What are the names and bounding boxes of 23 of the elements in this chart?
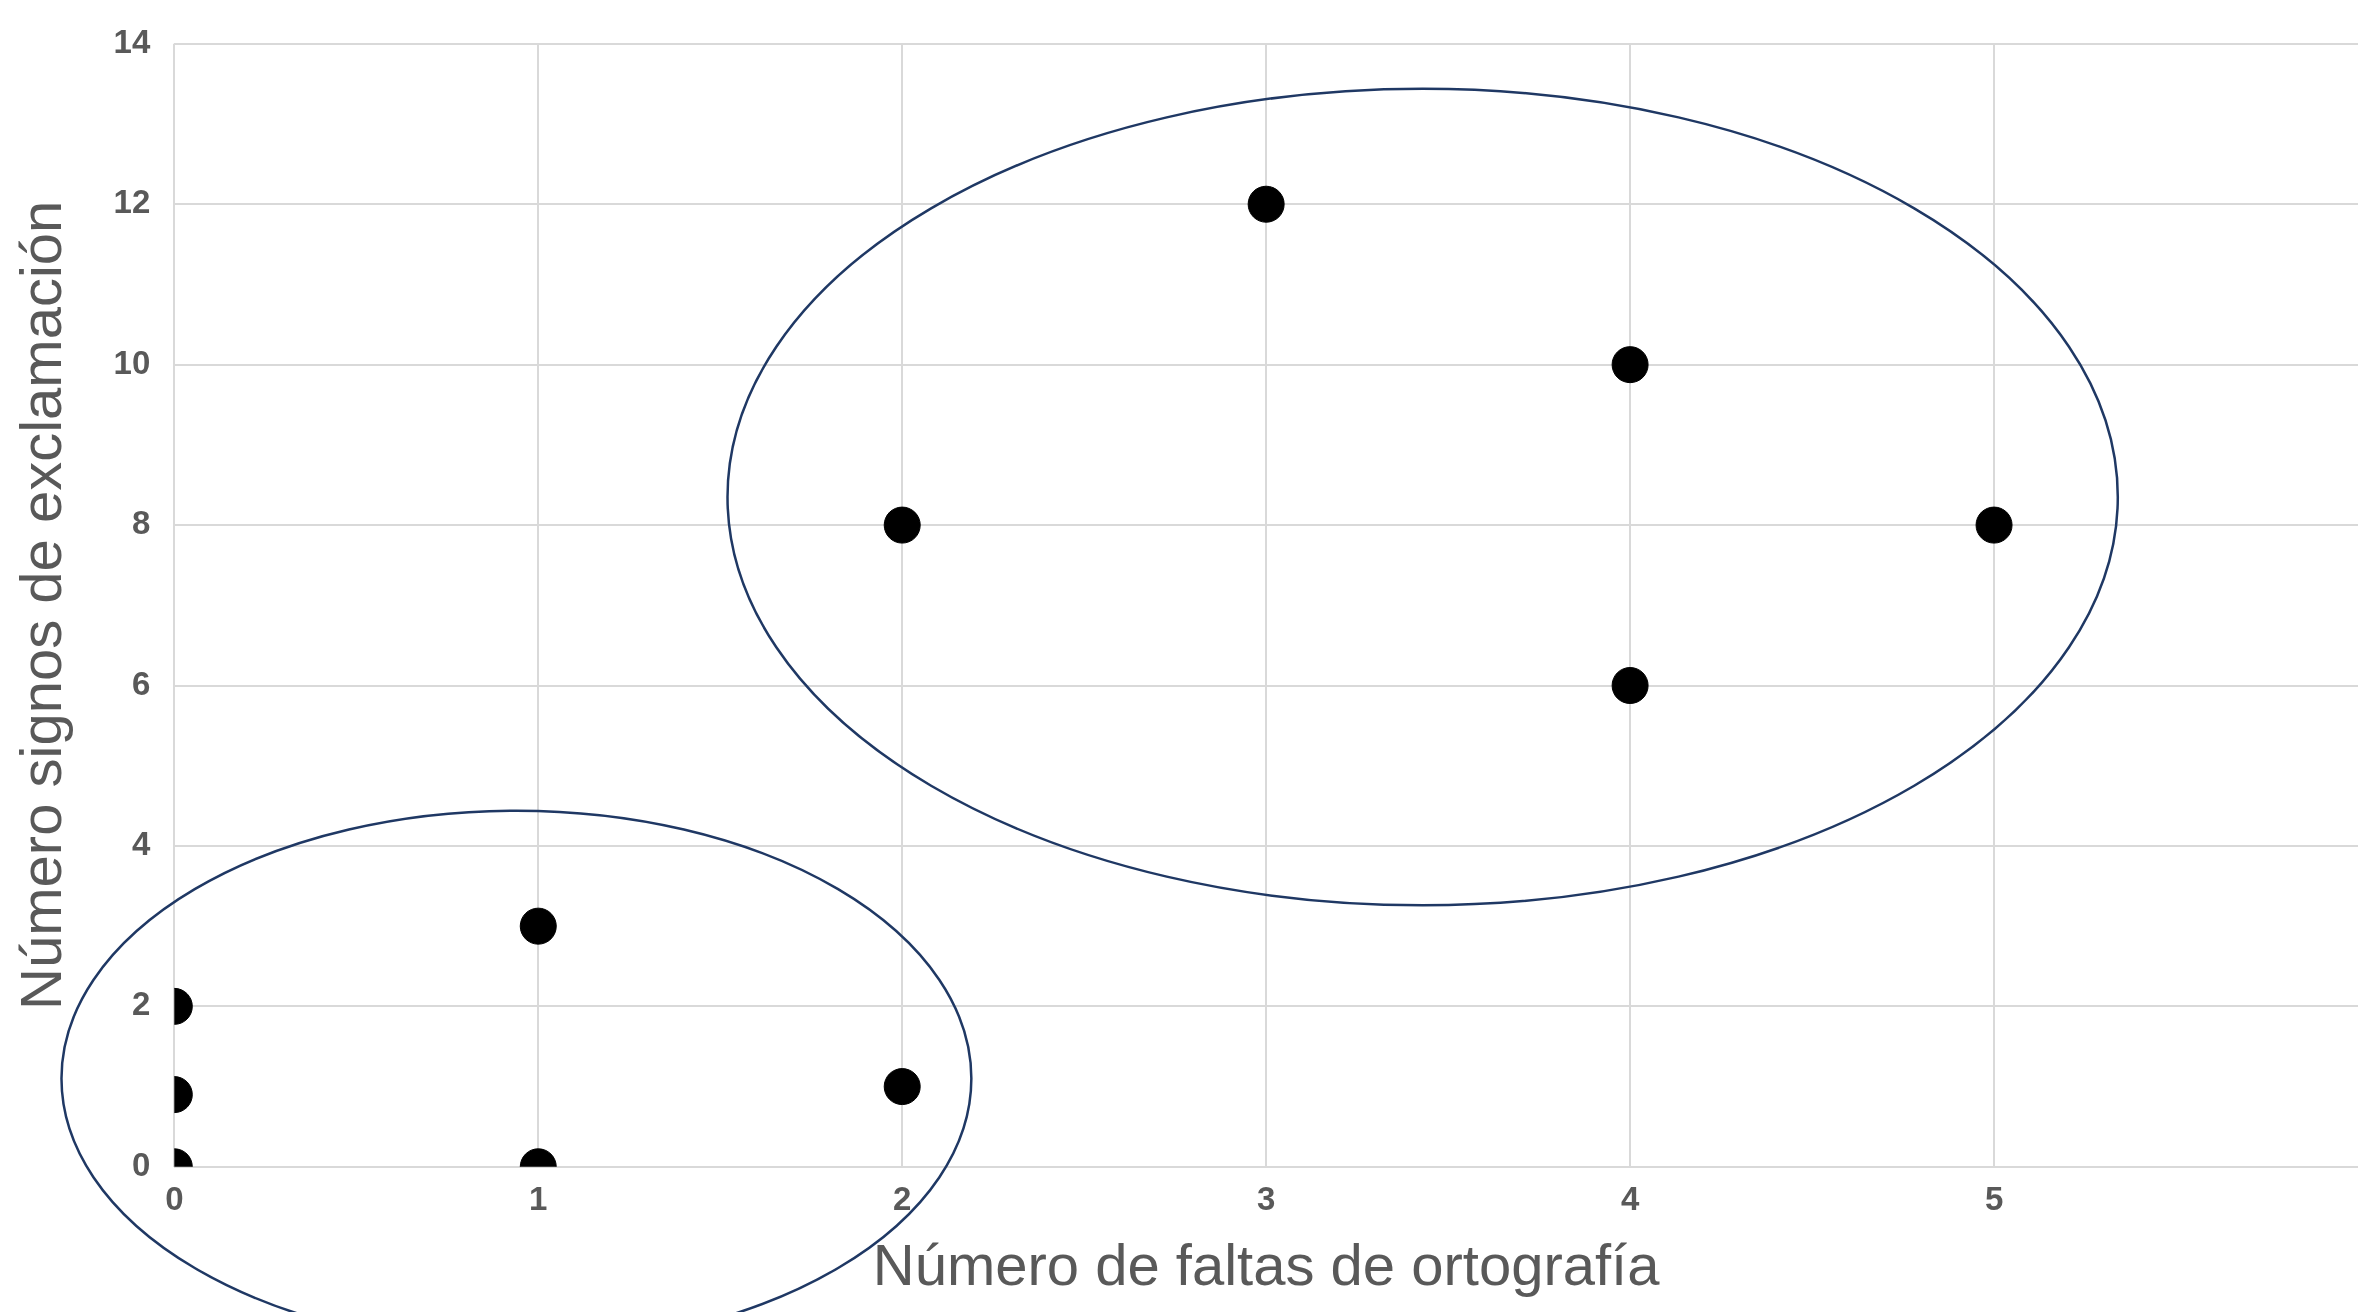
x-tick-label: 2 bbox=[893, 1179, 912, 1217]
point bbox=[1975, 506, 2013, 544]
point bbox=[1611, 346, 1649, 384]
y-tick-label: 8 bbox=[131, 504, 151, 542]
y-tick-label: 6 bbox=[131, 664, 151, 702]
y-tick-label: 14 bbox=[113, 22, 151, 60]
y-tick-label: 0 bbox=[131, 1145, 151, 1183]
point bbox=[519, 907, 557, 945]
y-tick-label: 10 bbox=[113, 343, 151, 381]
y-tick-label: 2 bbox=[131, 985, 151, 1023]
point bbox=[883, 1068, 921, 1106]
x-tick-label: 1 bbox=[529, 1179, 548, 1217]
point bbox=[1611, 667, 1649, 705]
x-axis-title: Número de faltas de ortografía bbox=[872, 1232, 1661, 1298]
point bbox=[883, 506, 921, 544]
x-tick-label: 0 bbox=[165, 1179, 184, 1217]
y-tick-label: 4 bbox=[131, 825, 151, 863]
y-axis-title: Número signos de exclamación bbox=[7, 200, 73, 1010]
x-tick-label: 3 bbox=[1256, 1179, 1276, 1217]
x-tick-label: 4 bbox=[1620, 1179, 1640, 1217]
point bbox=[1247, 185, 1285, 223]
x-tick-label: 5 bbox=[1984, 1179, 2004, 1217]
y-tick-label: 12 bbox=[113, 183, 151, 221]
